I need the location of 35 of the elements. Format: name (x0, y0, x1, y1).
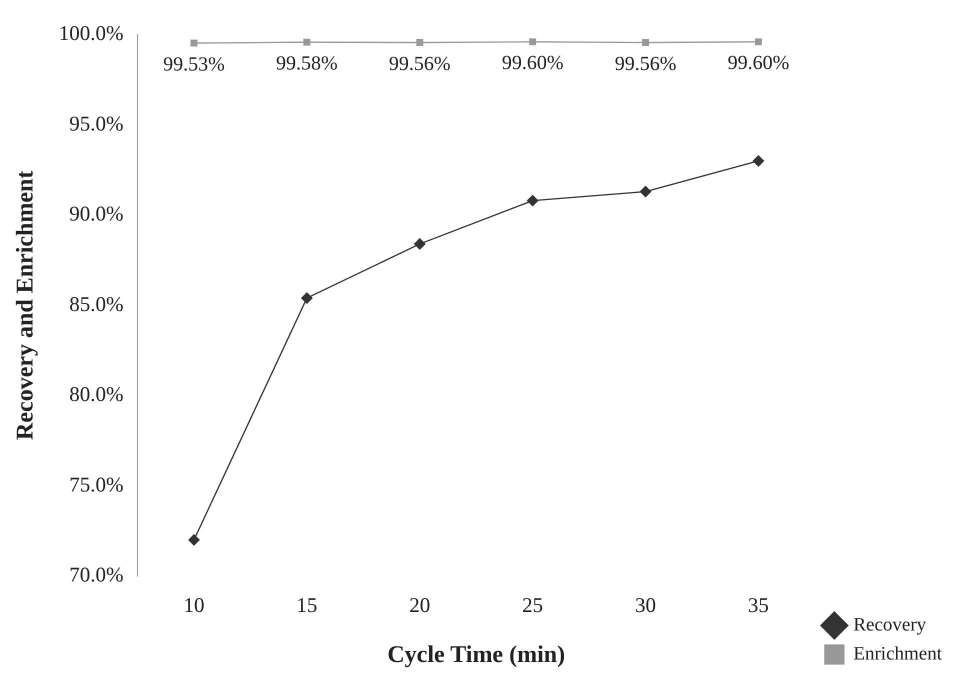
x-tick-label: 15 (296, 593, 318, 618)
data-label: 99.58% (276, 52, 338, 74)
point (529, 38, 536, 46)
y-tick-label: 90.0% (69, 202, 124, 226)
y-axis-title: Recovery and Enrichment (12, 170, 39, 440)
point (640, 186, 652, 198)
x-axis-title: Cycle Time (min) (387, 642, 566, 668)
point (754, 38, 762, 46)
x-tick-label: 35 (748, 593, 769, 618)
y-tick-label: 95.0% (69, 111, 124, 136)
legend-label: Recovery (853, 614, 927, 636)
point (188, 534, 200, 546)
x-tick-label: 20 (409, 593, 430, 618)
data-label: 99.56% (614, 52, 676, 75)
data-label: 99.53% (163, 53, 225, 76)
y-tick-label: 70.0% (69, 562, 124, 587)
point (303, 38, 310, 46)
y-tick-label: 100.0% (58, 21, 124, 46)
x-tick-label: 25 (522, 593, 544, 618)
point (416, 39, 424, 46)
y-tick-label: 75.0% (69, 472, 124, 496)
point (642, 39, 650, 46)
y-tick-label: 80.0% (69, 382, 124, 406)
legend-label: Enrichment (853, 643, 943, 664)
x-tick-label: 30 (635, 593, 656, 618)
data-label: 99.60% (728, 52, 790, 74)
point (190, 40, 198, 47)
point (414, 238, 426, 250)
point (752, 155, 764, 167)
x-tick-label: 10 (183, 593, 204, 618)
y-tick-label: 85.0% (69, 292, 124, 316)
point (301, 292, 313, 304)
data-label: 99.56% (388, 52, 451, 75)
data-label: 99.60% (502, 52, 564, 74)
point (526, 194, 538, 206)
